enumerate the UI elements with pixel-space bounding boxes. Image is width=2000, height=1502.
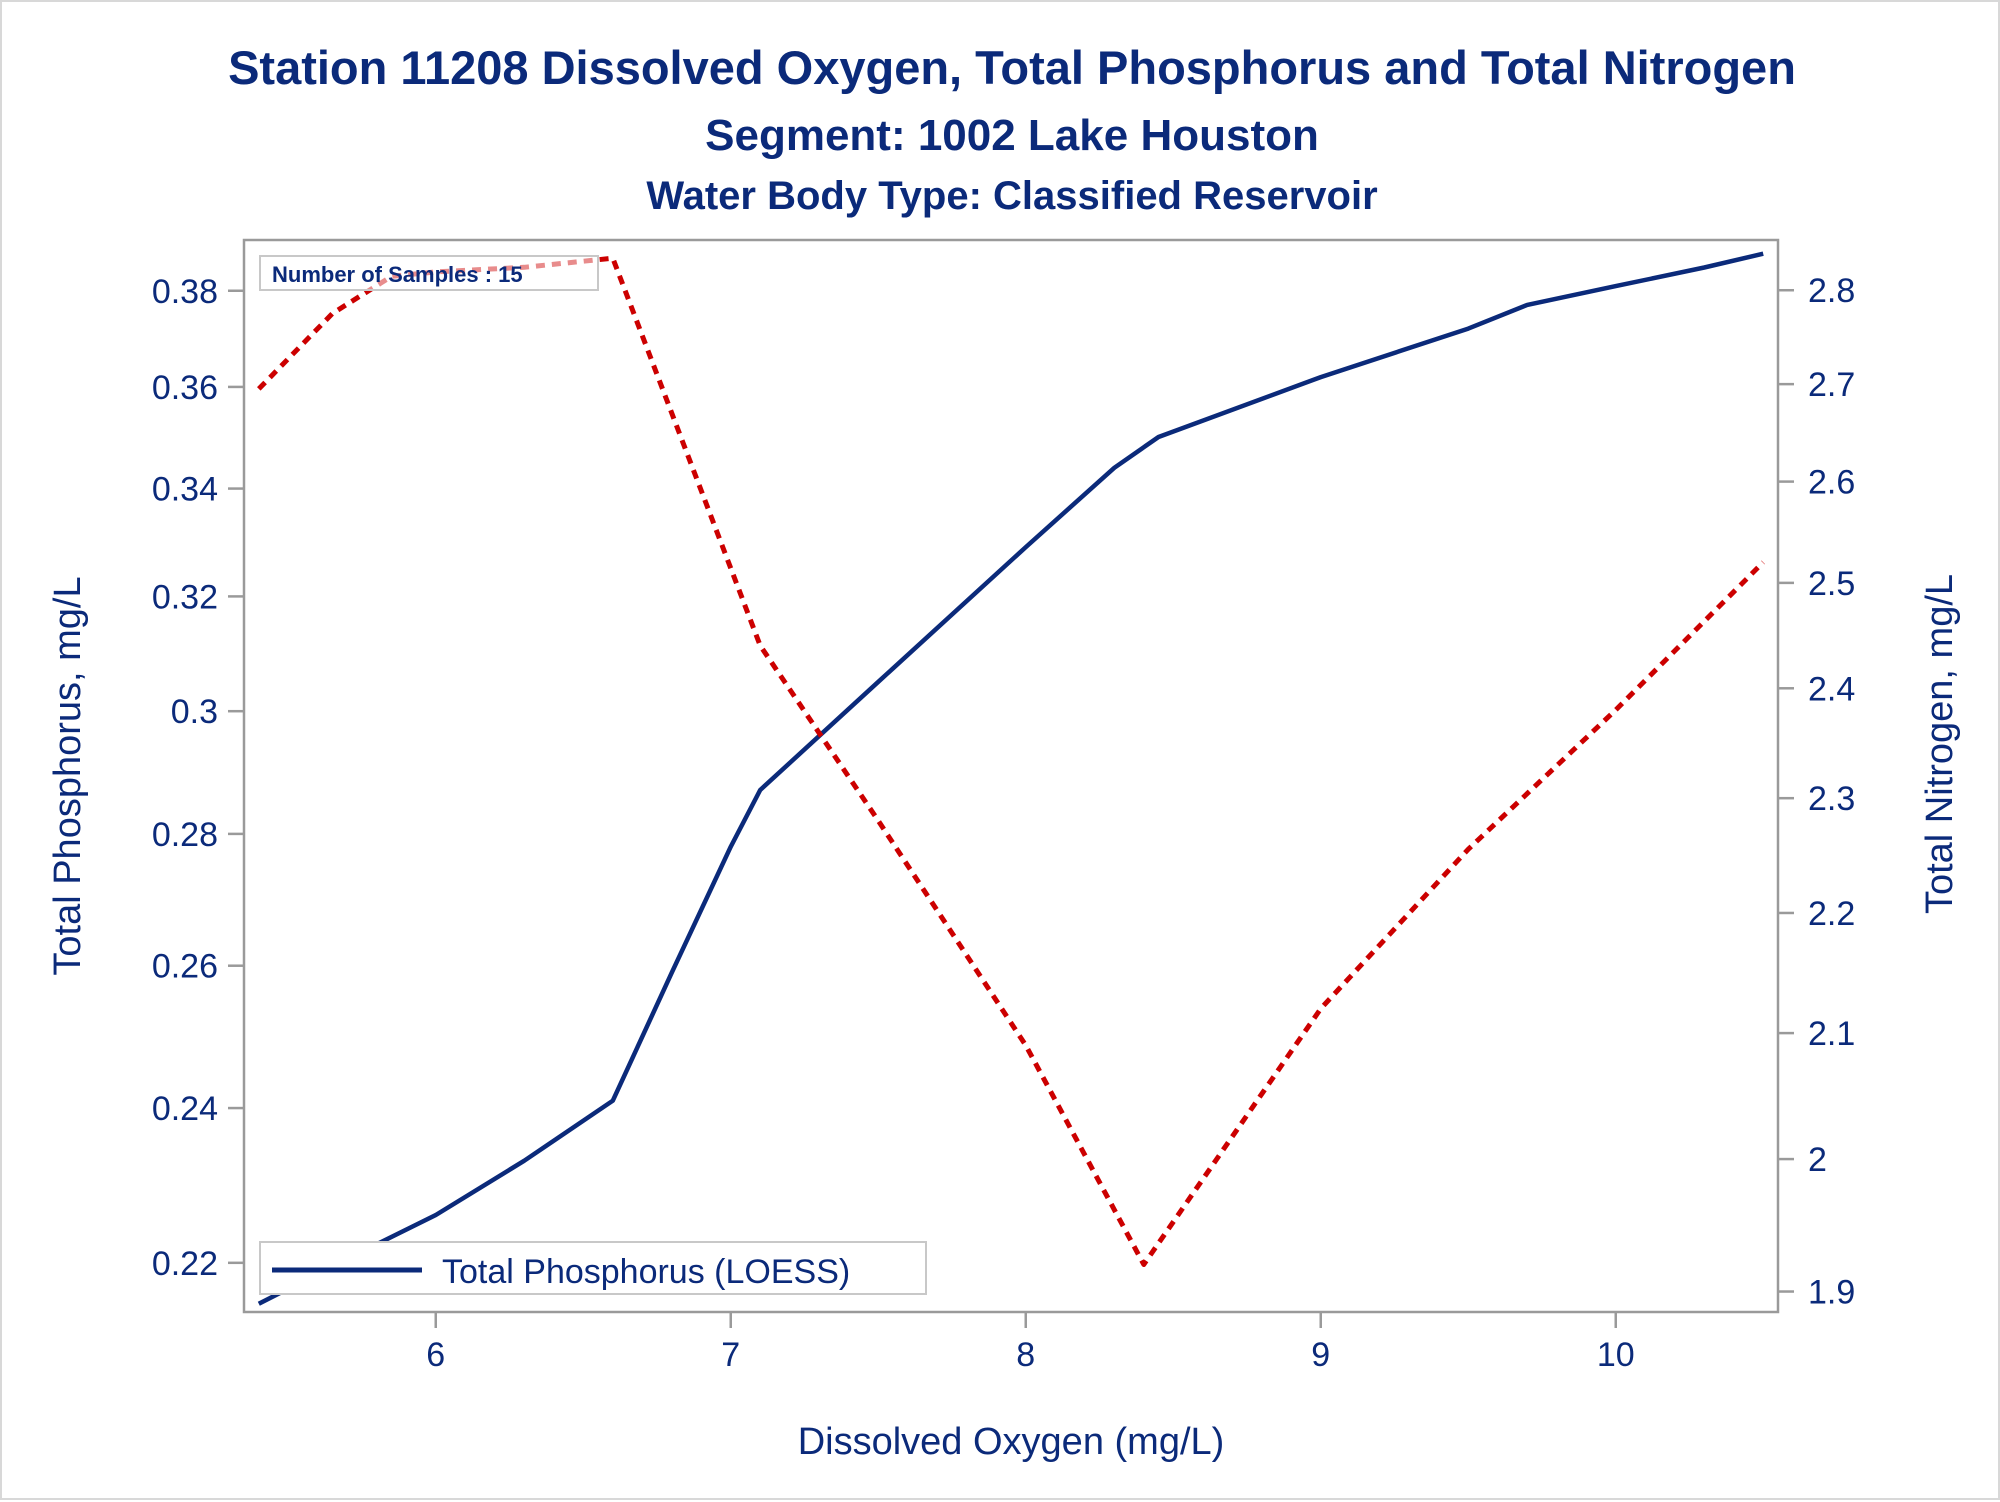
x-tick-label: 6 [426, 1336, 445, 1374]
legend: Total Phosphorus (LOESS) [259, 1241, 927, 1295]
x-axis-label: Dissolved Oxygen (mg/L) [798, 1421, 1225, 1463]
y-tick-label: 0.36 [152, 369, 218, 407]
y2-tick-label: 2.1 [1808, 1015, 1855, 1053]
annotation-box [259, 255, 599, 291]
y2-tick-label: 2.3 [1808, 780, 1855, 818]
x-tick-label: 8 [1016, 1336, 1035, 1374]
y2-tick-label: 2.7 [1808, 366, 1855, 404]
y-tick-label: 0.28 [152, 816, 218, 854]
y2-tick-label: 2.8 [1808, 272, 1855, 310]
sample-count-text: Number of Samples : 15 [272, 262, 523, 287]
y2-tick-label: 2.5 [1808, 565, 1855, 603]
y-tick-label: 0.24 [152, 1090, 218, 1128]
y2-tick-label: 2.4 [1808, 670, 1855, 708]
y2-tick-label: 2.6 [1808, 464, 1855, 502]
chart-subtitle-2: Water Body Type: Classified Reservoir [646, 174, 1377, 218]
y-axis-label: Total Phosphorus, mg/L [47, 576, 89, 975]
sample-count-annotation: Number of Samples : 15 [259, 255, 599, 291]
y2-axis-ticks: 1.9 2 2.1 2.2 2.3 2.4 2.5 2.6 2.7 2.8 [1778, 272, 1855, 1312]
y-tick-label: 0.26 [152, 948, 218, 986]
y-tick-label: 0.22 [152, 1245, 218, 1283]
y-tick-label: 0.32 [152, 578, 218, 616]
x-axis-ticks: 6 7 8 9 10 [426, 1312, 1635, 1374]
y2-tick-label: 2 [1808, 1141, 1827, 1179]
x-tick-label: 9 [1311, 1336, 1330, 1374]
y-tick-label: 0.34 [152, 471, 218, 509]
y2-tick-label: 2.2 [1808, 895, 1855, 933]
y-axis-ticks: 0.22 0.24 0.26 0.28 0.3 0.32 0.34 0.36 0.38 [152, 273, 244, 1283]
legend-label-total-phosphorus: Total Phosphorus (LOESS) [442, 1253, 850, 1291]
x-tick-label: 7 [721, 1336, 740, 1374]
chart-subtitle: Segment: 1002 Lake Houston [705, 111, 1319, 160]
chart-title: Station 11208 Dissolved Oxygen, Total Ph… [228, 41, 1796, 94]
y-tick-label: 0.3 [171, 693, 218, 731]
plot-area [242, 238, 1780, 1314]
series-layer [257, 251, 1765, 1306]
y2-tick-label: 1.9 [1808, 1274, 1855, 1312]
x-tick-label: 10 [1597, 1336, 1635, 1374]
total-nitrogen-line [257, 255, 1765, 1267]
y-tick-label: 0.38 [152, 273, 218, 311]
y2-axis-label: Total Nitrogen, mg/L [1919, 574, 1961, 914]
total-phosphorus-line [257, 251, 1764, 1306]
